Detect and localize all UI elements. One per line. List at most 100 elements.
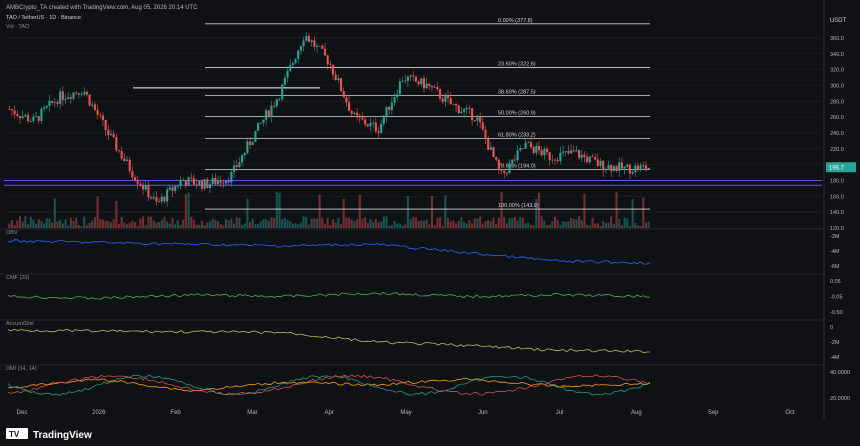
candle-body [487, 138, 490, 150]
indicator-panes: -2M -4M -6M 0.05 -0.05 -0.50 0 -2M -4M 40.0000 20.… [0, 228, 850, 402]
candle-body [551, 159, 554, 161]
candle-body [104, 119, 107, 130]
candle-body [99, 115, 102, 116]
candle-body [163, 196, 166, 202]
volume-bar [567, 221, 570, 228]
volume-bar [374, 218, 377, 228]
fib-label: 38.60% (287.5) [498, 89, 536, 95]
candle-body [588, 156, 591, 163]
volume-bar [131, 220, 134, 228]
volume-bar [492, 217, 495, 228]
time-tick-label: Jul [556, 410, 564, 416]
candle-body [430, 85, 434, 88]
volume-bar [449, 221, 452, 228]
candle-body [32, 116, 35, 122]
volume-bar [337, 218, 340, 228]
volume-bar [283, 217, 286, 228]
candle-body [447, 95, 450, 99]
volume-bar [508, 218, 511, 228]
candle-body [457, 105, 460, 114]
candle-body [243, 152, 246, 156]
candle-body [142, 185, 145, 190]
candle-body [543, 148, 546, 156]
candle-body [554, 159, 557, 161]
volume-bar [155, 222, 158, 228]
volume-bar [647, 221, 650, 228]
candle-body [171, 187, 174, 191]
candle-body [174, 186, 177, 191]
candle-body [441, 98, 444, 102]
obv-tick-label: -4M [830, 249, 840, 255]
volume-bar [513, 216, 516, 228]
candle-body [562, 151, 565, 153]
candle-body [91, 104, 94, 106]
candle-body [417, 81, 420, 85]
candle-body [329, 64, 332, 66]
candle-body [35, 116, 38, 117]
volume-bar [227, 220, 230, 228]
candle-body [471, 108, 474, 121]
volume-bar [626, 218, 629, 228]
volume-bar [315, 218, 318, 228]
volume-bar [144, 225, 147, 228]
candle-body [233, 165, 236, 173]
volume-bar [323, 223, 327, 228]
volume-bar [428, 224, 431, 228]
volume-bar [364, 217, 367, 228]
volume-bar [481, 224, 484, 228]
volume-bar [473, 218, 476, 228]
candle-body [481, 122, 484, 130]
volume-bar [13, 225, 16, 228]
time-tick-label: Apr [325, 410, 334, 416]
volume-bar [166, 221, 169, 228]
volume-bar [216, 221, 220, 228]
volume-bar [77, 225, 80, 228]
candle-body [497, 159, 500, 170]
candle-body [115, 137, 118, 151]
volume-bar [163, 216, 166, 228]
volume-bar [289, 221, 292, 228]
volume-bar [639, 225, 642, 228]
dmi-tick-label: 20.0000 [830, 396, 850, 402]
candle-body [67, 97, 70, 99]
volume-bar [615, 191, 618, 228]
volume-bar [115, 200, 118, 228]
candle-body [75, 92, 78, 94]
volume-bar [382, 216, 385, 228]
volume-bar [150, 216, 153, 228]
volume-bar [438, 217, 442, 228]
volume-bar [457, 220, 460, 228]
volume-bar [19, 216, 22, 228]
candle-body [380, 123, 383, 133]
candle-body [377, 131, 380, 133]
candle-body [369, 122, 372, 127]
volume-bar [305, 216, 308, 228]
volume-bar [142, 216, 145, 228]
candle-body [195, 184, 198, 186]
volume-bar [91, 220, 94, 228]
candle-body [634, 165, 637, 173]
candle-body [101, 115, 104, 120]
accum-line [7, 328, 650, 354]
volume-bar [21, 221, 24, 228]
candle-body [596, 159, 599, 166]
price-tick-label: 240.0 [830, 131, 844, 137]
volume-bar [425, 219, 428, 228]
volume-bar [353, 220, 356, 228]
candle-body [489, 147, 492, 150]
volume-bar [358, 194, 361, 228]
volume-bar [422, 220, 425, 228]
candle-body [495, 157, 498, 160]
candle-body [591, 156, 594, 158]
candle-body [623, 166, 626, 169]
volume-bar [224, 218, 228, 228]
candle-body [398, 81, 401, 95]
candle-body [366, 124, 369, 127]
candle-body [136, 180, 139, 184]
volume-bar [158, 222, 161, 228]
volume-bar [184, 194, 187, 228]
volume-label: Vol · TAO [6, 24, 30, 30]
volume-bar [634, 222, 637, 228]
candle-body [265, 110, 268, 120]
